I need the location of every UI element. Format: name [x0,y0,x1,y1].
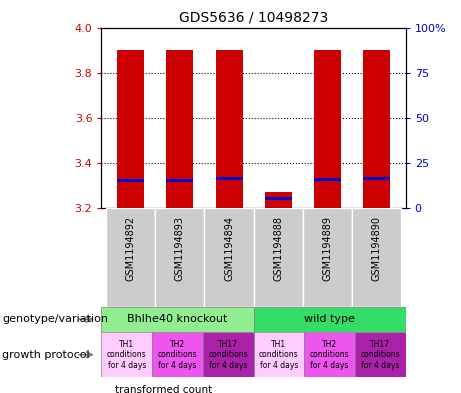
Text: TH1
conditions
for 4 days: TH1 conditions for 4 days [107,340,147,369]
Bar [118,50,144,208]
Bar [265,193,292,208]
Bar [118,179,144,182]
Bar [313,50,341,208]
Bar [106,208,155,307]
Text: growth protocol: growth protocol [2,350,90,360]
Bar [155,208,205,307]
Text: Bhlhe40 knockout: Bhlhe40 knockout [127,314,228,324]
Bar [216,177,242,180]
Bar [352,208,401,307]
Text: TH17
conditions
for 4 days: TH17 conditions for 4 days [208,340,248,369]
Bar [304,332,355,377]
Bar [152,332,203,377]
Bar [363,177,390,180]
Text: TH2
conditions
for 4 days: TH2 conditions for 4 days [310,340,349,369]
Bar [363,50,390,208]
Bar [254,208,302,307]
Bar [101,307,254,332]
Text: genotype/variation: genotype/variation [2,314,108,324]
Text: GSM1194889: GSM1194889 [322,216,332,281]
Text: TH2
conditions
for 4 days: TH2 conditions for 4 days [158,340,197,369]
Text: TH17
conditions
for 4 days: TH17 conditions for 4 days [361,340,400,369]
Text: GSM1194888: GSM1194888 [273,216,283,281]
Bar [313,178,341,181]
Title: GDS5636 / 10498273: GDS5636 / 10498273 [179,11,328,25]
Bar [203,332,254,377]
Text: GSM1194892: GSM1194892 [126,216,136,281]
Bar [254,307,406,332]
Bar [355,332,406,377]
Bar [166,50,194,208]
Bar [166,179,194,182]
Bar [205,208,254,307]
Bar [265,197,292,200]
Bar [254,332,304,377]
Text: wild type: wild type [304,314,355,324]
Text: GSM1194894: GSM1194894 [224,216,234,281]
Bar [302,208,352,307]
Text: transformed count: transformed count [115,385,213,393]
Bar [216,50,242,208]
Text: TH1
conditions
for 4 days: TH1 conditions for 4 days [259,340,299,369]
Text: GSM1194890: GSM1194890 [371,216,381,281]
Bar [101,332,152,377]
Text: GSM1194893: GSM1194893 [175,216,185,281]
